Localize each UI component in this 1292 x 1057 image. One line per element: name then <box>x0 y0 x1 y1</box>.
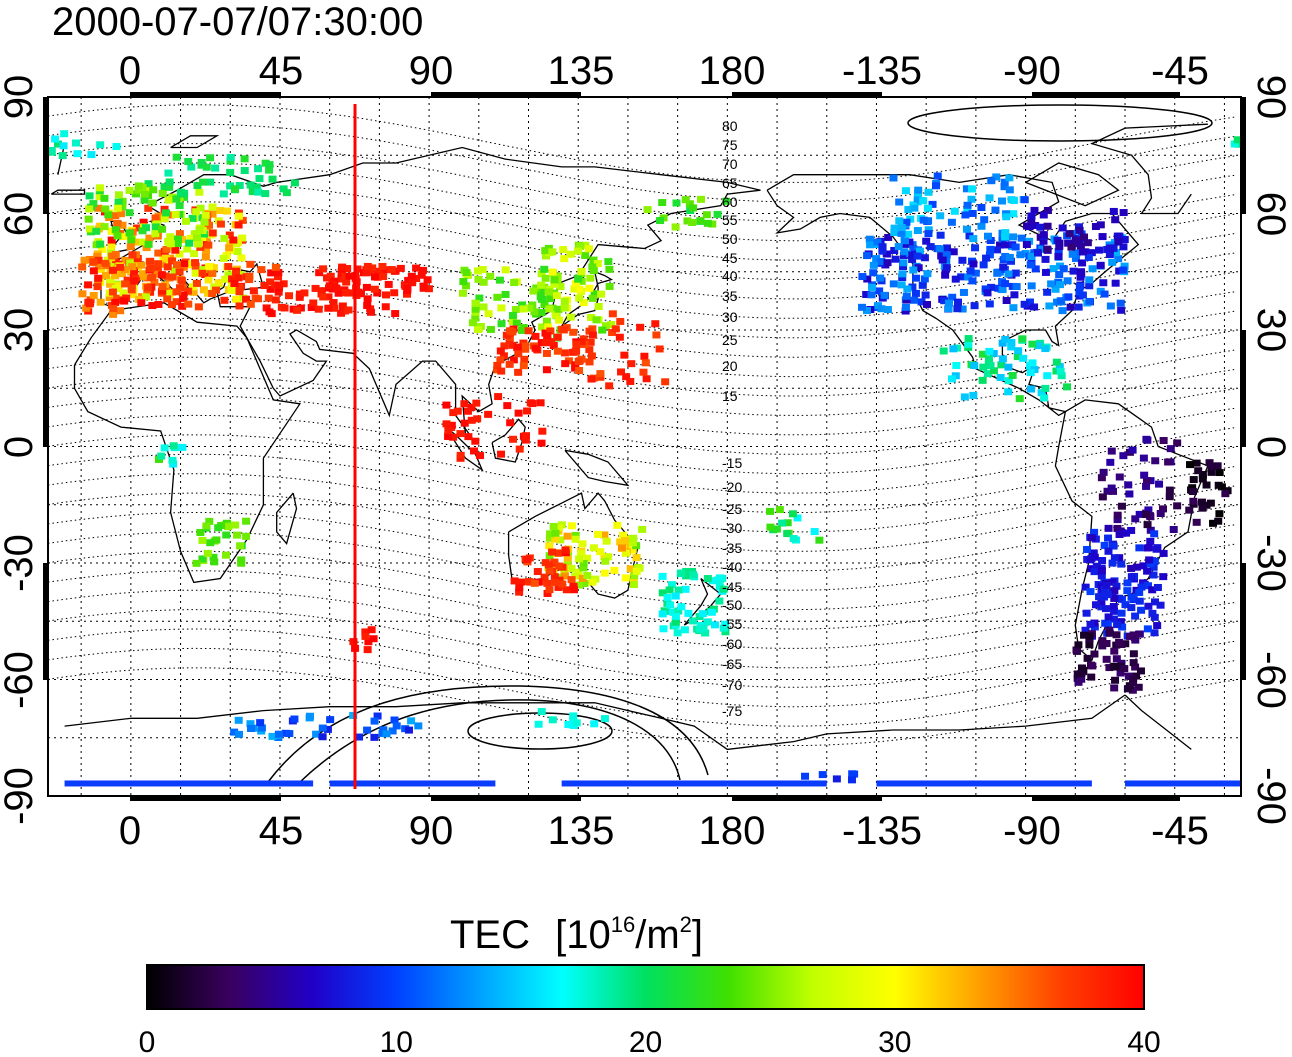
top-lon-tick: 180 <box>699 49 766 93</box>
top-lon-tick: 90 <box>409 49 454 93</box>
magnetic-latitude-contours <box>47 104 1237 783</box>
top-lon-tick: 135 <box>548 49 615 93</box>
top-lon-tick: -90 <box>1003 49 1061 93</box>
right-lat-tick: 90 <box>1249 75 1292 120</box>
bottom-lon-tick: 90 <box>409 809 454 853</box>
contour-label: -45 <box>722 579 742 595</box>
contour-label: -30 <box>722 520 742 536</box>
left-lat-tick: -90 <box>0 767 41 825</box>
colorbar-tick: 30 <box>878 1026 911 1057</box>
contour-label: 30 <box>722 309 738 325</box>
right-lat-tick: 60 <box>1249 192 1292 237</box>
colorbar-tick: 10 <box>380 1026 413 1057</box>
contour-label: -65 <box>722 656 742 672</box>
contour-label: 75 <box>722 137 738 153</box>
bottom-lon-tick: 45 <box>259 809 304 853</box>
bottom-lon-tick: -45 <box>1151 809 1209 853</box>
colorbar-label: TEC <box>450 913 530 957</box>
lat-lon-grid <box>48 97 1241 796</box>
contour-label: 65 <box>722 175 738 191</box>
left-lat-tick: 30 <box>0 308 41 353</box>
contour-label: 80 <box>722 118 738 134</box>
colorbar-unit-mid: /m <box>635 913 679 957</box>
top-lon-tick: -135 <box>842 49 922 93</box>
contour-label: 25 <box>722 332 738 348</box>
contour-label: 50 <box>722 231 738 247</box>
contour-label: -75 <box>722 703 742 719</box>
colorbar-unit-open: [10 <box>555 913 611 957</box>
contour-label: -55 <box>722 616 742 632</box>
colorbar-unit-exp: 16 <box>611 912 635 937</box>
contour-label: -40 <box>722 559 742 575</box>
contour-label: -35 <box>722 540 742 556</box>
contour-label: -70 <box>722 677 742 693</box>
axis-tick-labels: 0 45 90 135 180 -135 -90 -450 45 90 135 180 -135 -90-… <box>0 49 1292 853</box>
contour-label: 70 <box>722 156 738 172</box>
bottom-lon-tick: 0 <box>119 809 141 853</box>
left-lat-tick: -30 <box>0 534 41 592</box>
right-lat-tick: -60 <box>1249 651 1292 709</box>
colorbar <box>146 964 1145 1010</box>
contour-label: 20 <box>722 358 738 374</box>
contour-label: 35 <box>722 288 738 304</box>
left-lat-tick: -60 <box>0 651 41 709</box>
right-lat-tick: -90 <box>1249 767 1292 825</box>
contour-label: -50 <box>722 597 742 613</box>
contour-labels: 80 75 70 65 60 55 50 45 40 35 30 25 20 15 -15 -20 -25 -30… <box>722 118 742 719</box>
tec-data-pixels <box>47 130 1243 787</box>
colorbar-unit-close: ] <box>692 913 703 957</box>
colorbar-tick-labels: 0 10 20 30 40 <box>139 1026 1161 1057</box>
top-lon-tick: -45 <box>1151 49 1209 93</box>
colorbar-tick: 20 <box>629 1026 662 1057</box>
contour-label: 15 <box>722 388 738 404</box>
left-lat-tick: 60 <box>0 192 41 237</box>
colorbar-title: TEC [1016/m2] <box>450 912 703 957</box>
contour-label: 60 <box>722 194 738 210</box>
colorbar-unit-exp2: 2 <box>680 912 692 937</box>
map-timestamp-title: 2000-07-07/07:30:00 <box>52 0 424 44</box>
bottom-lon-tick: 135 <box>548 809 615 853</box>
contour-label: 55 <box>722 212 738 228</box>
bottom-lon-tick: -90 <box>1003 809 1061 853</box>
bottom-lon-tick: -135 <box>842 809 922 853</box>
map-border-scale-bars <box>43 92 1246 801</box>
colorbar-tick: 40 <box>1127 1026 1160 1057</box>
right-lat-tick: -30 <box>1249 534 1292 592</box>
bottom-lon-tick: 180 <box>699 809 766 853</box>
top-lon-tick: 0 <box>119 49 141 93</box>
contour-label: -60 <box>722 636 742 652</box>
contour-label: -20 <box>722 479 742 495</box>
top-lon-tick: 45 <box>259 49 304 93</box>
right-lat-tick: 0 <box>1249 436 1292 458</box>
contour-label: -25 <box>722 501 742 517</box>
left-lat-tick: 90 <box>0 75 41 120</box>
colorbar-tick: 0 <box>139 1026 156 1057</box>
contour-label: 45 <box>722 250 738 266</box>
left-lat-tick: 0 <box>0 436 41 458</box>
contour-label: 40 <box>722 268 738 284</box>
contour-label: -15 <box>722 455 742 471</box>
right-lat-tick: 30 <box>1249 308 1292 353</box>
